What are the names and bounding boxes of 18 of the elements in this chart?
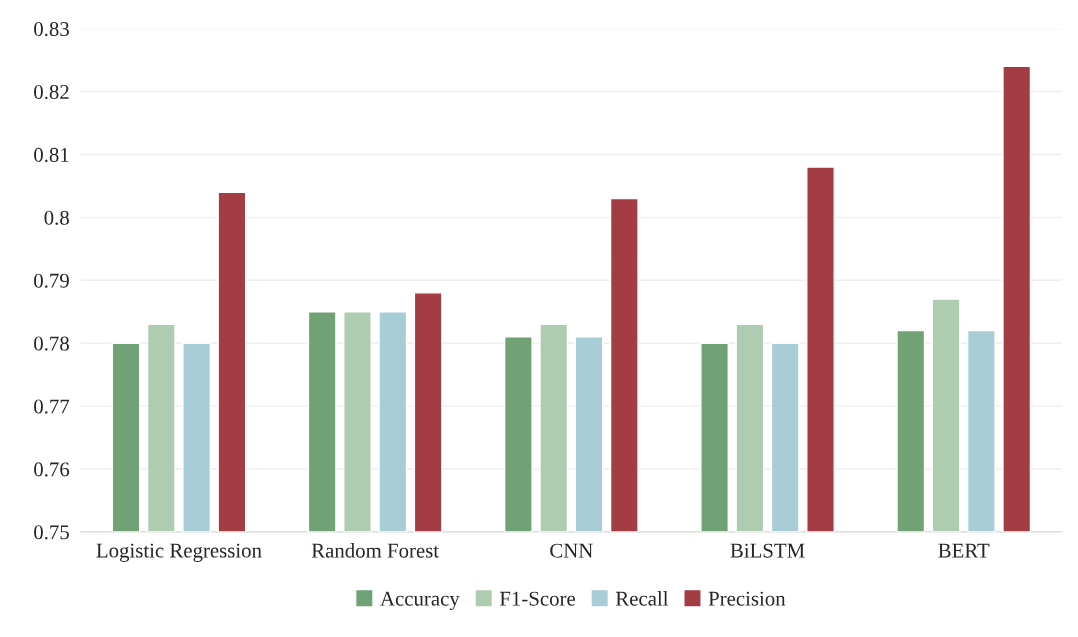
y-tick-label: 0.77: [34, 399, 70, 414]
legend-label: Accuracy: [380, 591, 460, 610]
y-tick-label: 0.8: [44, 210, 69, 225]
y-tick-label: 0.75: [34, 525, 69, 540]
x-tick-label: CNN: [550, 543, 593, 558]
x-tick-label: BERT: [938, 543, 990, 558]
legend-label: F1-Score: [499, 591, 575, 606]
legend-label: Precision: [708, 591, 786, 606]
legend-label: Recall: [615, 591, 669, 606]
y-tick-label: 0.76: [34, 462, 70, 477]
x-tick-label: Logistic Regression: [96, 543, 262, 562]
y-tick-label: 0.79: [34, 273, 69, 288]
y-tick-label: 0.78: [34, 336, 69, 351]
y-tick-label: 0.82: [34, 84, 69, 100]
y-tick-label: 0.81: [34, 147, 69, 162]
x-tick-label: Random Forest: [311, 543, 439, 558]
x-tick-label: BiLSTM: [730, 543, 805, 558]
y-tick-label: 0.83: [34, 22, 69, 37]
